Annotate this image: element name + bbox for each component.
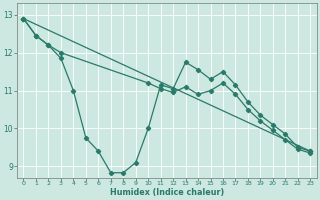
X-axis label: Humidex (Indice chaleur): Humidex (Indice chaleur) xyxy=(110,188,224,197)
